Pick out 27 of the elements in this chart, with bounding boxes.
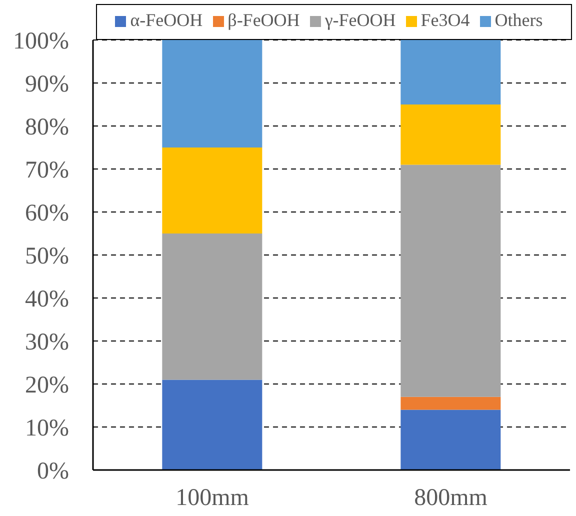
legend-label: β-FeOOH (228, 10, 300, 30)
y-tick-label: 80% (25, 114, 69, 141)
bar (162, 380, 262, 470)
legend-label: α-FeOOH (130, 10, 203, 30)
y-tick-label: 100% (13, 28, 69, 55)
legend-label: Fe3O4 (420, 10, 470, 30)
legend-label: γ-FeOOH (324, 10, 396, 30)
bar (162, 148, 262, 234)
x-tick-label: 800mm (414, 485, 488, 512)
bar (162, 40, 262, 148)
y-tick-label: 0% (37, 458, 69, 485)
y-tick-label: 30% (25, 330, 69, 356)
bar (400, 396, 501, 410)
legend-label: Others (494, 10, 543, 30)
y-tick-label: 20% (25, 372, 69, 399)
bar (162, 234, 262, 380)
x-tick-label: 100mm (176, 485, 250, 512)
bar (400, 104, 501, 165)
y-tick-label: 50% (25, 244, 69, 270)
bar (400, 40, 501, 104)
bar (400, 410, 501, 470)
bar (400, 164, 501, 397)
y-tick-label: 90% (25, 72, 69, 98)
y-tick-label: 60% (25, 200, 69, 227)
y-tick-label: 70% (25, 158, 69, 184)
y-tick-label: 10% (25, 416, 69, 442)
y-tick-label: 40% (25, 286, 69, 313)
